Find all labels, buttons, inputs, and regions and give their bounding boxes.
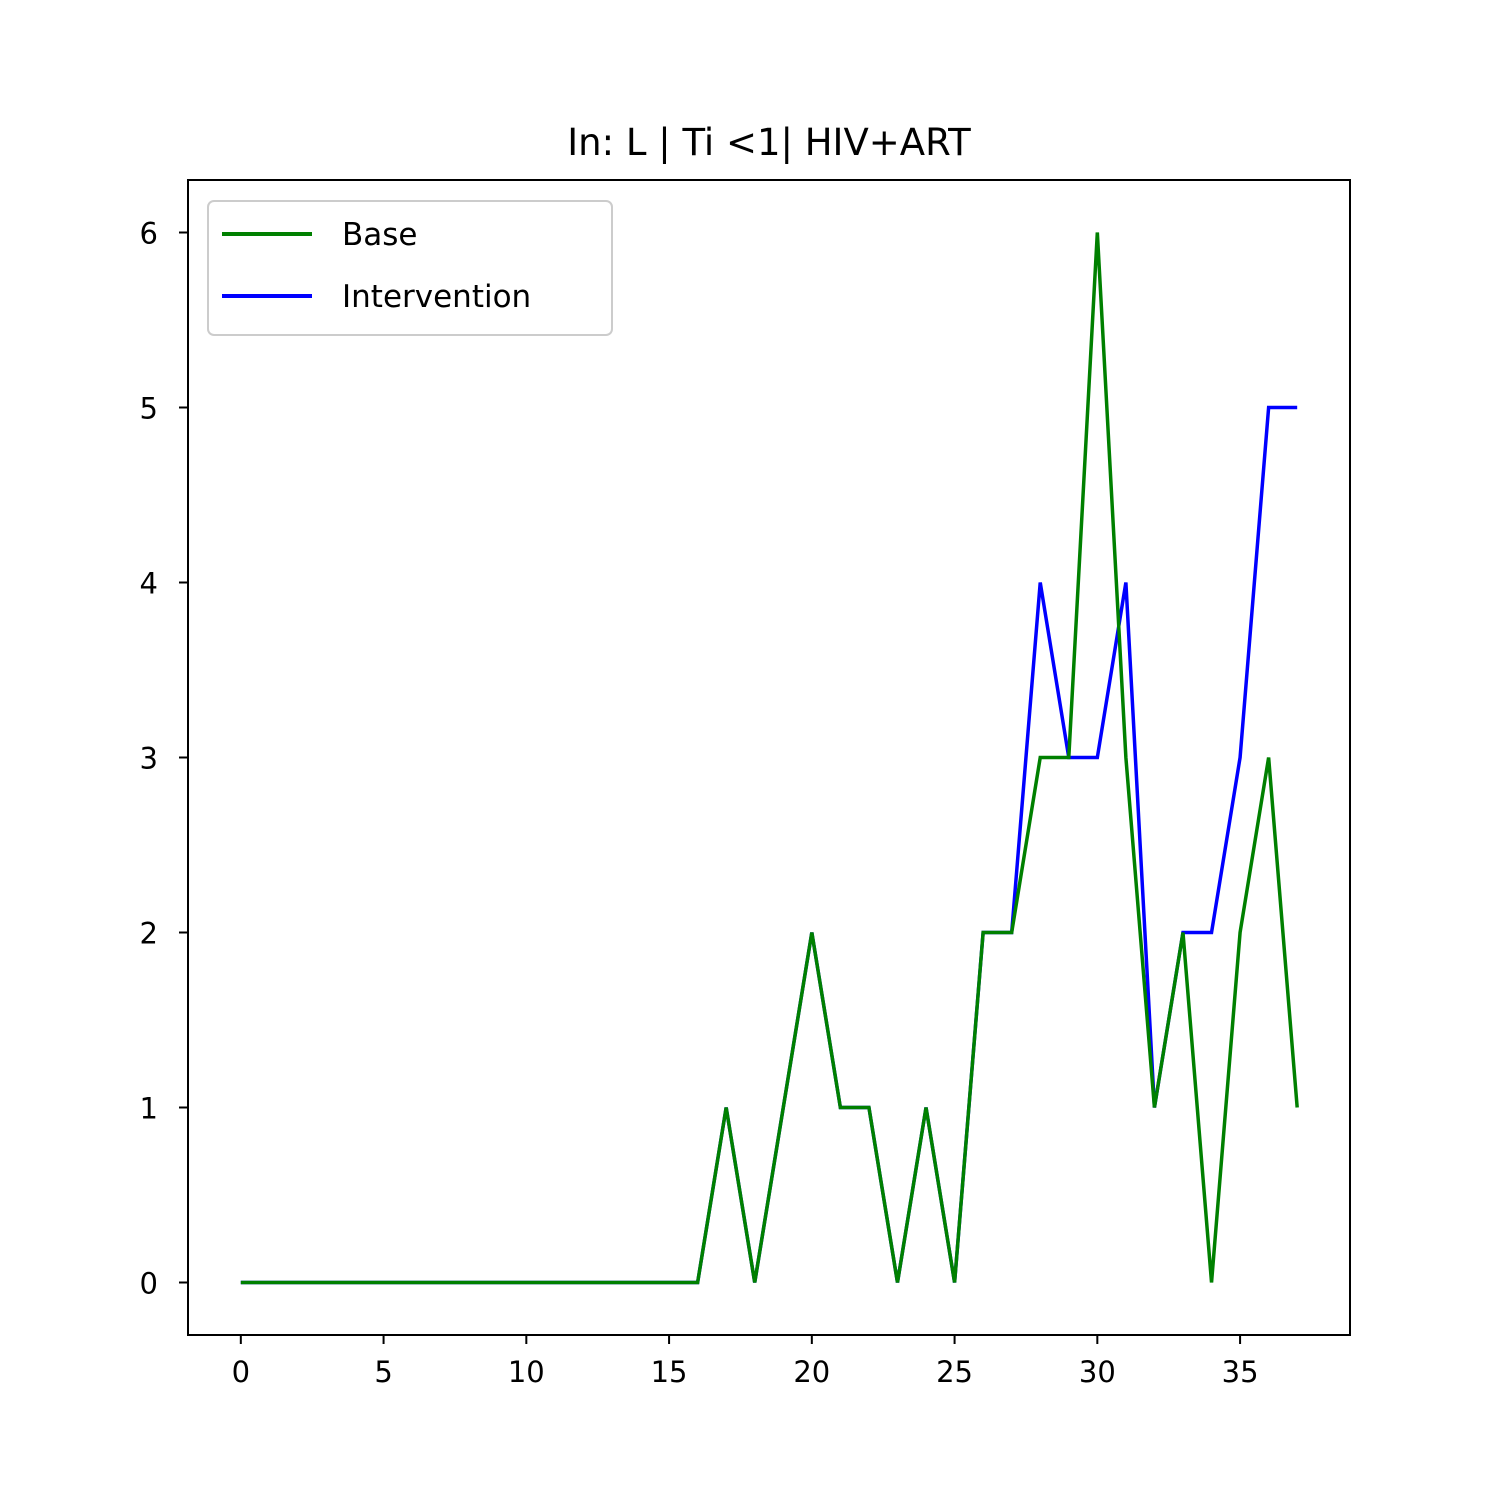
- y-axis: 0 1 2 3 4 5 6: [140, 217, 188, 1301]
- x-tick-label: 20: [793, 1355, 830, 1389]
- legend: Base Intervention: [207, 200, 613, 336]
- x-tick-label: 35: [1222, 1355, 1259, 1389]
- y-tick-label: 4: [140, 567, 158, 601]
- series-line-base: [240, 232, 1299, 1285]
- x-axis: 0 5 10 15 20 25 30 35: [232, 1335, 1259, 1389]
- y-tick-label: 2: [140, 917, 158, 951]
- x-tick-label: 30: [1079, 1355, 1116, 1389]
- y-tick-label: 6: [140, 217, 158, 251]
- x-tick-label: 5: [374, 1355, 392, 1389]
- x-tick-label: 25: [936, 1355, 973, 1389]
- legend-label-intervention: Intervention: [342, 279, 531, 315]
- y-tick-label: 5: [140, 392, 158, 426]
- series-layer: [240, 232, 1299, 1285]
- y-tick-label: 0: [140, 1267, 158, 1301]
- y-tick-label: 3: [140, 742, 158, 776]
- axes-frame: [187, 179, 1351, 1336]
- x-tick-label: 0: [232, 1355, 250, 1389]
- y-tick-label: 1: [140, 1092, 158, 1126]
- x-tick-label: 15: [651, 1355, 688, 1389]
- chart-title: In: L | Ti <1| HIV+ART: [567, 121, 971, 164]
- legend-label-base: Base: [342, 217, 418, 253]
- x-tick-label: 10: [508, 1355, 545, 1389]
- series-line-intervention: [240, 405, 1298, 1285]
